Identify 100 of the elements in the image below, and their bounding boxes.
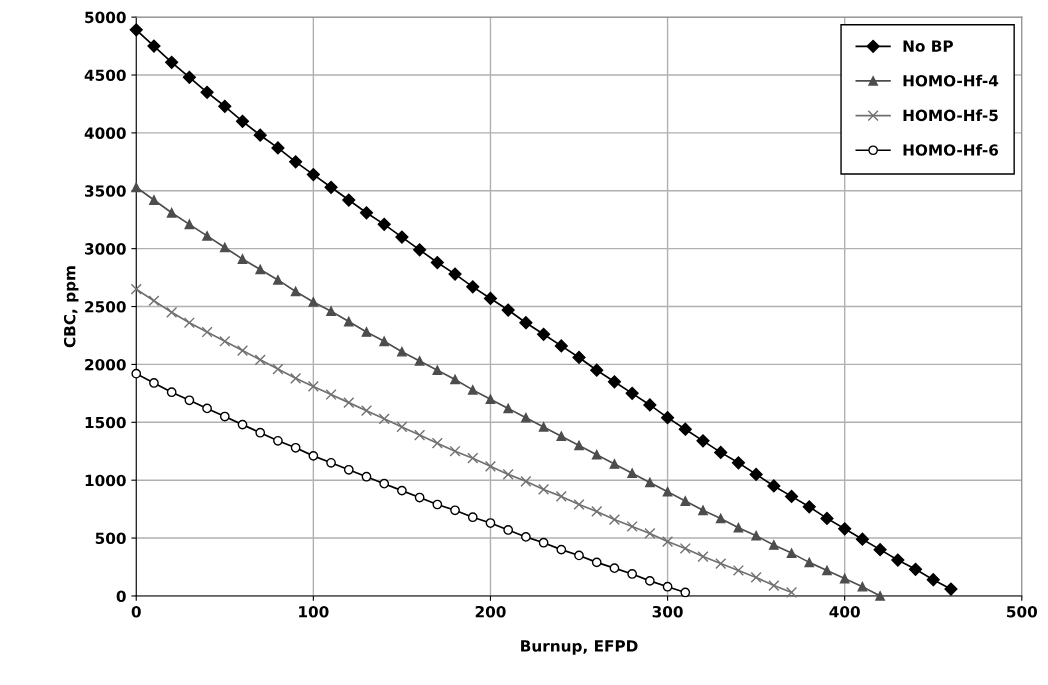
point xyxy=(573,498,585,511)
point xyxy=(697,551,709,563)
point xyxy=(591,449,602,460)
y-tick-label: 3500 xyxy=(85,185,126,197)
y-tick-label: 500 xyxy=(95,532,126,545)
legend-label: HOMO-Hf-6 xyxy=(903,143,999,156)
point xyxy=(414,492,425,503)
x-tick-label: 300 xyxy=(652,605,683,618)
point xyxy=(308,451,319,461)
y-tick-label: 2500 xyxy=(85,301,126,313)
point xyxy=(645,477,655,488)
point xyxy=(379,336,390,347)
legend-label: HOMO-Hf-4 xyxy=(903,74,999,87)
point xyxy=(767,479,781,493)
point xyxy=(698,505,708,516)
point xyxy=(253,128,267,142)
point xyxy=(130,283,142,295)
point xyxy=(556,544,567,555)
point xyxy=(219,335,231,347)
point xyxy=(254,354,266,366)
point xyxy=(784,489,799,503)
point xyxy=(555,490,567,502)
x-tick-label: 200 xyxy=(475,605,506,618)
point xyxy=(609,563,620,574)
point xyxy=(200,85,214,99)
point xyxy=(289,155,303,169)
point xyxy=(926,573,940,587)
point xyxy=(326,306,336,317)
point xyxy=(485,518,496,528)
point xyxy=(838,522,852,536)
point xyxy=(538,483,550,496)
point xyxy=(520,475,532,487)
y-tick-label: 4500 xyxy=(84,69,126,82)
point xyxy=(397,346,407,357)
point xyxy=(324,180,338,194)
point xyxy=(361,327,372,337)
point xyxy=(342,193,356,207)
point xyxy=(237,419,248,430)
point xyxy=(627,569,638,579)
y-tick-label: 5000 xyxy=(85,11,126,24)
point xyxy=(166,207,177,218)
point xyxy=(467,385,478,395)
point xyxy=(413,243,427,257)
point xyxy=(804,557,815,568)
y-axis-title: CBC, ppm xyxy=(63,266,79,348)
point xyxy=(432,365,443,376)
y-tick-label: 4000 xyxy=(84,127,126,139)
x-tick-label: 500 xyxy=(1007,605,1038,618)
point xyxy=(360,405,373,417)
point xyxy=(679,542,691,555)
point xyxy=(147,39,161,53)
point xyxy=(236,344,249,357)
y-tick-label: 1500 xyxy=(85,416,126,429)
point xyxy=(521,412,531,423)
y-tick-label: 1000 xyxy=(85,474,126,487)
point xyxy=(184,219,195,230)
point xyxy=(731,456,746,470)
point xyxy=(644,527,656,539)
point xyxy=(554,339,568,353)
point xyxy=(643,398,657,412)
point xyxy=(235,114,250,128)
point xyxy=(307,380,319,392)
point xyxy=(148,295,160,307)
point xyxy=(202,403,212,414)
point xyxy=(218,99,232,113)
point xyxy=(857,581,868,592)
point xyxy=(768,579,780,592)
point xyxy=(377,217,391,231)
point xyxy=(396,421,408,433)
point xyxy=(290,286,301,297)
point xyxy=(467,452,479,464)
point xyxy=(608,513,620,526)
point xyxy=(873,543,887,557)
point xyxy=(696,434,710,448)
point xyxy=(537,327,551,341)
point xyxy=(379,478,390,489)
point xyxy=(219,242,230,253)
point xyxy=(131,182,142,193)
point xyxy=(908,562,923,576)
point xyxy=(662,486,673,497)
point xyxy=(361,471,372,482)
point xyxy=(271,141,285,155)
point xyxy=(430,255,444,270)
point xyxy=(308,297,319,307)
point xyxy=(290,372,302,384)
point xyxy=(255,264,266,275)
legend-label: HOMO-Hf-5 xyxy=(903,109,998,122)
point xyxy=(680,587,691,598)
point xyxy=(255,427,266,438)
point xyxy=(750,571,762,583)
point xyxy=(733,522,744,533)
point xyxy=(467,512,478,523)
point xyxy=(519,316,533,330)
point xyxy=(521,532,531,542)
point xyxy=(448,267,462,281)
point xyxy=(414,356,425,366)
point xyxy=(503,525,514,535)
point xyxy=(449,445,461,457)
point xyxy=(325,388,337,401)
point xyxy=(891,553,905,567)
